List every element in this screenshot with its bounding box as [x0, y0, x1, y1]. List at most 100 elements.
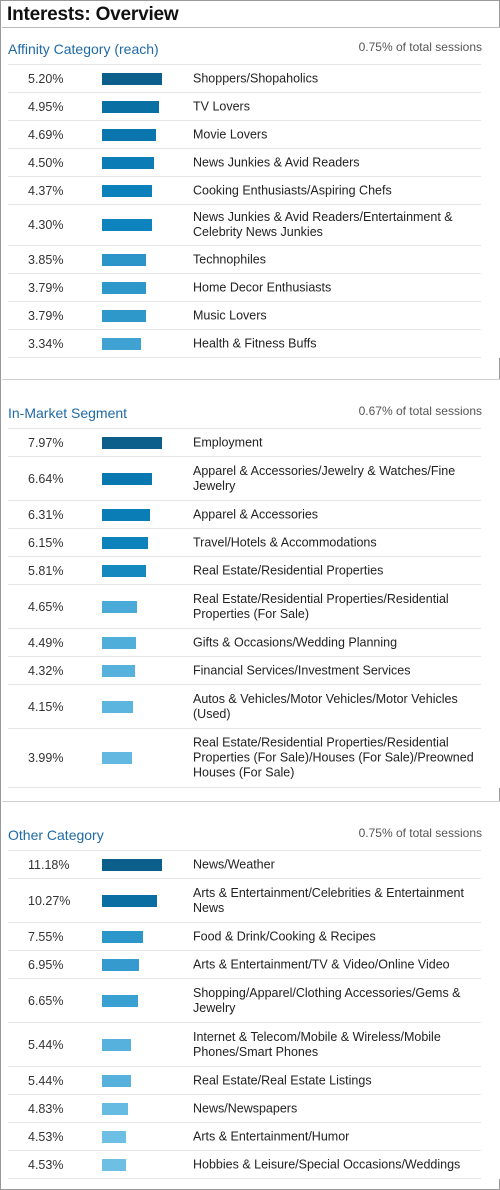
- segment-row[interactable]: 4.53% Hobbies & Leisure/Special Occasions…: [8, 1151, 481, 1179]
- segment-percentage: 3.79%: [28, 280, 64, 295]
- segment-percentage: 4.53%: [28, 1129, 64, 1144]
- segment-label: Real Estate/Residential Properties/Resid…: [193, 591, 449, 621]
- segment-rows: 5.20% Shoppers/Shopaholics 4.95% TV Lovers 4…: [8, 64, 481, 358]
- other-category-panel: Other Category 0.75% of total sessions 1…: [2, 814, 500, 1179]
- panel-title-link[interactable]: Affinity Category (reach): [8, 41, 159, 57]
- segment-percentage: 6.64%: [28, 471, 64, 486]
- segment-label: News Junkies & Avid Readers: [193, 155, 360, 169]
- segment-row[interactable]: 5.44% Internet & Telecom/Mobile & Wireles…: [8, 1023, 481, 1067]
- segment-share-bar: [102, 1039, 131, 1051]
- segment-percentage: 6.65%: [28, 993, 64, 1008]
- panel-title-link[interactable]: Other Category: [8, 827, 104, 843]
- panel-header: Affinity Category (reach) 0.75% of total…: [2, 28, 500, 64]
- segment-row[interactable]: 5.20% Shoppers/Shopaholics: [8, 65, 481, 93]
- segment-row[interactable]: 5.44% Real Estate/Real Estate Listings: [8, 1067, 481, 1095]
- segment-label: Arts & Entertainment/Humor: [193, 1129, 350, 1143]
- segment-percentage: 5.44%: [28, 1073, 64, 1088]
- segment-share-bar: [102, 931, 143, 943]
- segment-row[interactable]: 3.34% Health & Fitness Buffs: [8, 330, 481, 358]
- segment-label: Food & Drink/Cooking & Recipes: [193, 929, 376, 943]
- segment-share-bar: [102, 1131, 126, 1143]
- segment-label: Apparel & Accessories: [193, 507, 319, 521]
- segment-percentage: 4.30%: [28, 218, 64, 232]
- segment-share-bar: [102, 1103, 128, 1115]
- segment-row[interactable]: 6.31% Apparel & Accessories: [8, 501, 481, 529]
- segment-share-bar: [102, 895, 157, 907]
- segment-share-bar: [102, 254, 146, 266]
- segment-row[interactable]: 3.85% Technophiles: [8, 246, 481, 274]
- segment-share-bar: [102, 129, 156, 141]
- segment-row[interactable]: 4.37% Cooking Enthusiasts/Aspiring Chefs: [8, 177, 481, 205]
- segment-label: Real Estate/Residential Properties/Resid…: [193, 735, 474, 780]
- segment-percentage: 4.53%: [28, 1157, 64, 1172]
- segment-share-bar: [102, 101, 159, 113]
- segment-rows: 11.18% News/Weather 10.27% Arts & Entertain…: [8, 850, 481, 1179]
- segment-row[interactable]: 6.95% Arts & Entertainment/TV & Video/Onl…: [8, 951, 481, 979]
- segment-share-bar: [102, 752, 132, 764]
- segment-label: Employment: [193, 435, 263, 449]
- segment-share-bar: [102, 701, 133, 713]
- segment-share-bar: [102, 473, 152, 485]
- panel-title-link[interactable]: In-Market Segment: [8, 405, 128, 421]
- panel-sessions-share: 0.75% of total sessions: [358, 826, 482, 840]
- segment-share-bar: [102, 157, 154, 169]
- segment-percentage: 4.32%: [28, 663, 64, 678]
- segment-row[interactable]: 4.50% News Junkies & Avid Readers: [8, 149, 481, 177]
- affinity-category-panel: Affinity Category (reach) 0.75% of total…: [2, 28, 500, 358]
- segment-row[interactable]: 6.15% Travel/Hotels & Accommodations: [8, 529, 481, 557]
- segment-percentage: 7.55%: [28, 929, 64, 944]
- segment-row[interactable]: 4.65% Real Estate/Residential Properties/…: [8, 585, 481, 629]
- segment-percentage: 4.65%: [28, 599, 64, 614]
- segment-share-bar: [102, 637, 136, 649]
- segment-label: Shoppers/Shopaholics: [193, 71, 319, 85]
- segment-share-bar: [102, 73, 162, 85]
- segment-label: News/Newspapers: [193, 1101, 298, 1115]
- segment-percentage: 6.31%: [28, 507, 64, 522]
- segment-percentage: 4.15%: [28, 699, 64, 714]
- panel-header: In-Market Segment 0.67% of total session…: [2, 392, 500, 428]
- segment-row[interactable]: 7.97% Employment: [8, 429, 481, 457]
- segment-label: Real Estate/Real Estate Listings: [193, 1073, 372, 1087]
- segment-label: News/Weather: [193, 857, 275, 871]
- segment-row[interactable]: 3.79% Music Lovers: [8, 302, 481, 330]
- segment-label: Autos & Vehicles/Motor Vehicles/Motor Ve…: [193, 691, 458, 721]
- segment-row[interactable]: 4.32% Financial Services/Investment Servi…: [8, 657, 481, 685]
- segment-share-bar: [102, 338, 141, 350]
- segment-row[interactable]: 5.81% Real Estate/Residential Properties: [8, 557, 481, 585]
- segment-percentage: 5.20%: [28, 71, 64, 86]
- segment-row[interactable]: 7.55% Food & Drink/Cooking & Recipes: [8, 923, 481, 951]
- segment-label: Real Estate/Residential Properties: [193, 563, 384, 577]
- segment-row[interactable]: 4.95% TV Lovers: [8, 93, 481, 121]
- panel-sessions-share: 0.67% of total sessions: [358, 404, 482, 418]
- segment-row[interactable]: 4.15% Autos & Vehicles/Motor Vehicles/Mot…: [8, 685, 481, 729]
- segment-row[interactable]: 3.99% Real Estate/Residential Properties/…: [8, 729, 481, 788]
- segment-row[interactable]: 4.49% Gifts & Occasions/Wedding Planning: [8, 629, 481, 657]
- segment-share-bar: [102, 995, 138, 1007]
- segment-row[interactable]: 11.18% News/Weather: [8, 851, 481, 879]
- segment-row[interactable]: 10.27% Arts & Entertainment/Celebrities &…: [8, 879, 481, 923]
- segment-share-bar: [102, 601, 137, 613]
- segment-percentage: 4.83%: [28, 1101, 64, 1116]
- segment-row[interactable]: 4.69% Movie Lovers: [8, 121, 481, 149]
- segment-label: Technophiles: [193, 252, 266, 266]
- segment-row[interactable]: 6.64% Apparel & Accessories/Jewelry & Wat…: [8, 457, 481, 501]
- panel-separator: [2, 801, 500, 815]
- segment-row[interactable]: 3.79% Home Decor Enthusiasts: [8, 274, 481, 302]
- segment-label: Home Decor Enthusiasts: [193, 280, 332, 294]
- segment-label: Movie Lovers: [193, 127, 268, 141]
- segment-row[interactable]: 4.30% News Junkies & Avid Readers/Enterta…: [8, 205, 481, 246]
- page-title: Interests: Overview: [7, 4, 179, 25]
- segment-label: Arts & Entertainment/Celebrities & Enter…: [193, 885, 464, 915]
- in-market-segment-panel: In-Market Segment 0.67% of total session…: [2, 392, 500, 788]
- segment-label: TV Lovers: [193, 99, 250, 113]
- segment-label: Gifts & Occasions/Wedding Planning: [193, 635, 398, 649]
- segment-row[interactable]: 6.65% Shopping/Apparel/Clothing Accessori…: [8, 979, 481, 1023]
- segment-row[interactable]: 4.53% Arts & Entertainment/Humor: [8, 1123, 481, 1151]
- segment-share-bar: [102, 437, 162, 449]
- segment-label: Financial Services/Investment Services: [193, 663, 411, 677]
- panel-sessions-share: 0.75% of total sessions: [358, 40, 482, 54]
- segment-row[interactable]: 4.83% News/Newspapers: [8, 1095, 481, 1123]
- segment-percentage: 4.69%: [28, 127, 64, 142]
- segment-percentage: 4.49%: [28, 635, 64, 650]
